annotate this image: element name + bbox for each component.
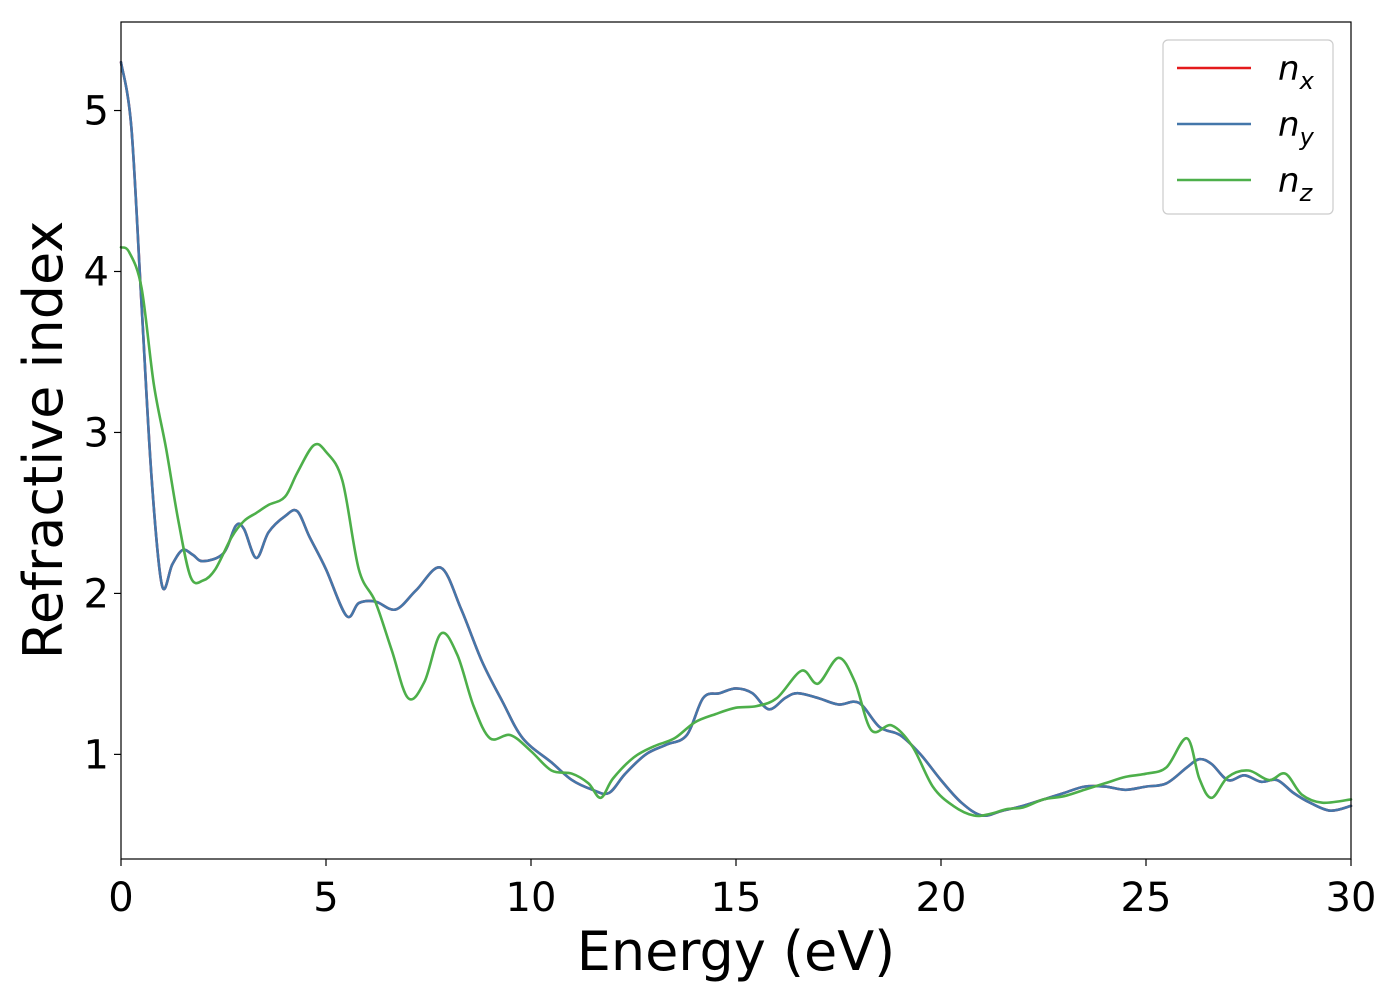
x-tick-label: 5: [313, 875, 338, 921]
legend-label-nx: nx: [1278, 49, 1315, 95]
y-tick-label: 2: [84, 571, 109, 617]
y-tick-label: 5: [84, 89, 109, 135]
legend: nx ny nz: [1162, 39, 1334, 215]
y-tick-label: 3: [84, 410, 109, 456]
x-axis-label: Energy (eV): [577, 920, 896, 983]
y-tick-label: 1: [84, 732, 109, 778]
series-line-nz: [119, 246, 1353, 818]
x-tick-label: 15: [711, 875, 762, 921]
series-lines: [119, 60, 1353, 818]
x-tick-label: 25: [1121, 875, 1172, 921]
y-axis-ticks: 1 2 3 4 5: [84, 89, 121, 778]
legend-box: [1162, 39, 1334, 215]
legend-label-nz: nz: [1278, 161, 1314, 207]
x-tick-label: 30: [1326, 875, 1377, 921]
y-axis-label: Refractive index: [12, 221, 75, 660]
x-tick-label: 10: [506, 875, 557, 921]
x-tick-label: 0: [108, 875, 133, 921]
x-axis-ticks: 0 5 10 15 20 25 30: [108, 859, 1376, 921]
y-tick-label: 4: [84, 249, 109, 295]
x-tick-label: 20: [916, 875, 967, 921]
legend-label-ny: ny: [1278, 105, 1315, 151]
